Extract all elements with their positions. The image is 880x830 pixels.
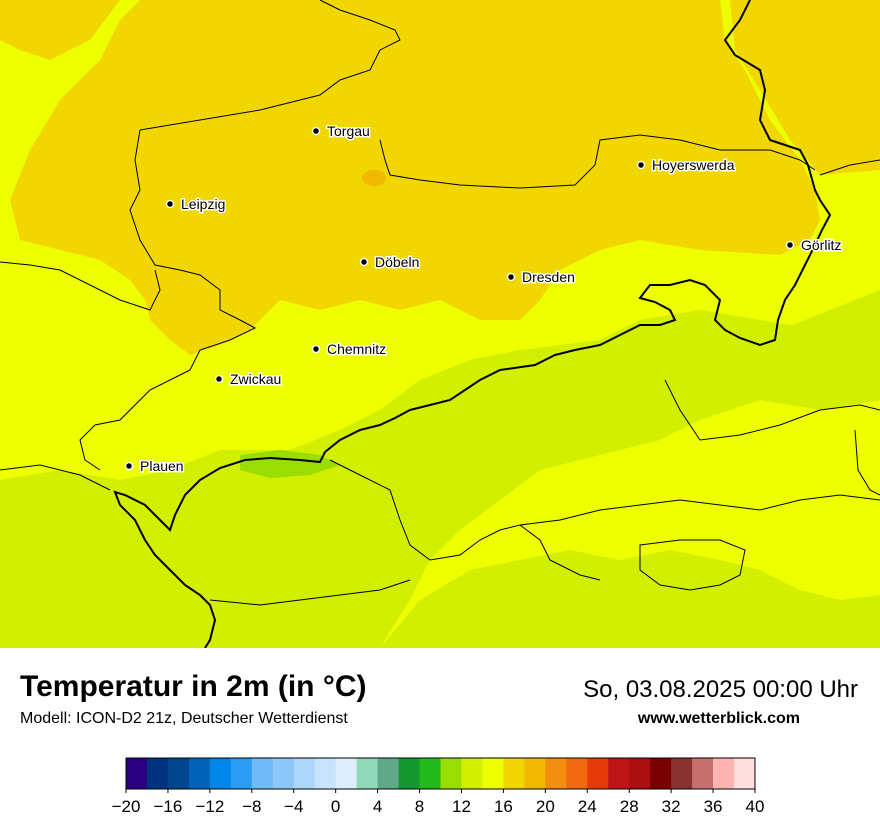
legend-tick-label: 0 <box>331 797 340 816</box>
city-label: Zwickau <box>230 371 281 387</box>
legend-swatch <box>650 758 672 789</box>
city-görlitz: Görlitz <box>785 236 843 255</box>
legend-tick-label: −12 <box>195 797 224 816</box>
legend-swatch <box>167 758 190 789</box>
legend-swatch <box>692 758 714 789</box>
legend-swatch <box>335 758 358 789</box>
legend-swatch <box>126 758 148 789</box>
legend-swatch <box>188 758 211 789</box>
city-dot <box>311 344 321 354</box>
warm-region-ne <box>730 0 880 175</box>
city-dot <box>124 461 134 471</box>
cool-region-east <box>780 290 880 390</box>
legend-swatch <box>209 758 232 789</box>
city-label: Hoyerswerda <box>652 157 735 173</box>
city-dresden: Dresden <box>506 268 576 287</box>
city-label: Leipzig <box>181 196 225 212</box>
country-borders <box>113 0 832 648</box>
city-label: Torgau <box>327 123 370 139</box>
legend-tick-label: −8 <box>242 797 261 816</box>
city-label: Chemnitz <box>327 341 386 357</box>
legend-tick-label: 20 <box>536 797 555 816</box>
legend-swatch <box>629 758 651 789</box>
legend-swatch <box>440 758 462 789</box>
city-dot <box>785 240 795 250</box>
city-hoyerswerda: Hoyerswerda <box>636 156 736 175</box>
warm-patch <box>362 170 386 186</box>
city-döbeln: Döbeln <box>359 253 421 272</box>
legend-frame <box>125 757 756 790</box>
city-dot <box>165 199 175 209</box>
cool-region-ore <box>0 310 880 648</box>
city-dot <box>311 126 321 136</box>
legend-swatch <box>524 758 546 789</box>
map-title: Temperatur in 2m (in °C) <box>20 670 367 703</box>
city-label: Döbeln <box>375 254 419 270</box>
legend-swatch <box>293 758 316 789</box>
legend-tick-label: −20 <box>112 797 141 816</box>
city-dot <box>636 160 646 170</box>
cool-region-south <box>380 550 880 648</box>
city-markers: Torgau Hoyerswerda Leipzig Görlitz Döbeln Dre… <box>124 122 843 476</box>
legend-swatch <box>377 758 400 789</box>
legend-tick-label: 32 <box>662 797 681 816</box>
legend-swatch <box>398 758 421 789</box>
legend-swatch <box>419 758 441 789</box>
city-torgau: Torgau <box>311 122 371 141</box>
legend-swatch <box>503 758 525 789</box>
warm-patch-west <box>0 0 120 60</box>
legend-swatch <box>608 758 630 789</box>
warm-region <box>10 0 820 355</box>
city-leipzig: Leipzig <box>165 195 227 214</box>
legend-tick-label: 40 <box>746 797 765 816</box>
website-label: www.wetterblick.com <box>637 710 800 727</box>
legend-tick-label: 16 <box>494 797 513 816</box>
legend-tick-label: −16 <box>154 797 183 816</box>
legend-swatch <box>146 758 169 789</box>
city-dot <box>506 272 516 282</box>
legend-tick-label: 8 <box>415 797 424 816</box>
legend-tick-label: 12 <box>452 797 471 816</box>
forecast-datetime: So, 03.08.2025 00:00 Uhr <box>583 676 858 703</box>
coldest-patch <box>240 450 340 478</box>
legend-swatch <box>314 758 337 789</box>
legend-tick-label: 36 <box>704 797 723 816</box>
legend-tick-label: 28 <box>620 797 639 816</box>
city-label: Dresden <box>522 269 575 285</box>
legend-swatch <box>356 758 379 789</box>
legend-tick-label: −4 <box>284 797 303 816</box>
legend-swatch <box>734 758 756 789</box>
legend-swatch <box>251 758 274 789</box>
color-legend: −20 −16 −12 −8 −4 0 4 8 12 16 20 24 28 32 36 40 <box>112 757 765 816</box>
legend-swatch <box>482 758 504 789</box>
legend-swatch <box>230 758 253 789</box>
model-info: Modell: ICON-D2 21z, Deutscher Wetterdie… <box>20 710 348 727</box>
city-plauen: Plauen <box>124 457 185 476</box>
legend-swatch <box>566 758 588 789</box>
legend-tick-label: 24 <box>578 797 597 816</box>
legend-tick-label: 4 <box>373 797 382 816</box>
city-label: Görlitz <box>801 237 841 253</box>
legend-swatch <box>713 758 735 789</box>
city-dot <box>214 374 224 384</box>
city-zwickau: Zwickau <box>214 370 283 389</box>
legend-swatch <box>461 758 483 789</box>
city-chemnitz: Chemnitz <box>311 340 388 359</box>
legend-swatch <box>671 758 693 789</box>
region-borders <box>0 0 880 606</box>
legend-swatch <box>272 758 295 789</box>
temperature-map: Torgau Hoyerswerda Leipzig Görlitz Döbeln Dre… <box>0 0 880 648</box>
legend-swatch <box>545 758 567 789</box>
legend-swatch <box>587 758 609 789</box>
city-label: Plauen <box>140 458 184 474</box>
city-dot <box>359 257 369 267</box>
